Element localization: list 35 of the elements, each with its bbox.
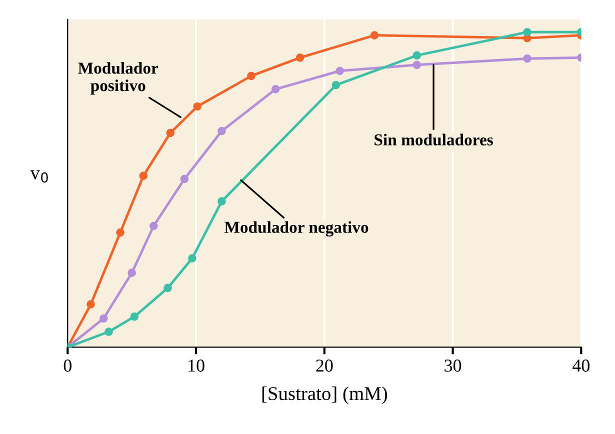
point xyxy=(150,222,158,230)
point xyxy=(271,84,280,94)
point xyxy=(130,312,139,321)
point xyxy=(412,60,422,70)
point xyxy=(164,284,172,292)
point xyxy=(99,314,108,323)
point xyxy=(139,172,148,180)
point xyxy=(336,66,344,76)
y-axis-title: v$_{0}$ xyxy=(30,170,48,183)
point xyxy=(128,268,136,278)
x-tick-label: 0 xyxy=(64,360,72,372)
annotation: Sin moduladores xyxy=(374,134,493,146)
point xyxy=(166,128,175,138)
x-axis-title: [Sustrato] (mM) xyxy=(262,386,388,404)
point xyxy=(296,53,304,62)
point xyxy=(188,254,196,263)
point xyxy=(523,54,532,63)
point xyxy=(523,28,532,36)
x-tick-label: 40 xyxy=(572,360,590,372)
point xyxy=(370,31,379,40)
point xyxy=(116,228,124,237)
point xyxy=(332,80,340,90)
point xyxy=(218,126,226,136)
annotation: Modulador negativo xyxy=(224,221,368,236)
point xyxy=(218,197,226,206)
x-tick-label: 10 xyxy=(188,360,204,372)
point xyxy=(104,328,113,336)
point xyxy=(247,72,256,80)
point xyxy=(193,102,202,111)
point xyxy=(412,51,422,60)
x-tick-label: 20 xyxy=(316,360,333,372)
point xyxy=(180,174,189,184)
x-tick-label: 30 xyxy=(444,360,462,372)
point xyxy=(86,300,95,309)
annotation: Modulador positivo xyxy=(78,62,158,95)
